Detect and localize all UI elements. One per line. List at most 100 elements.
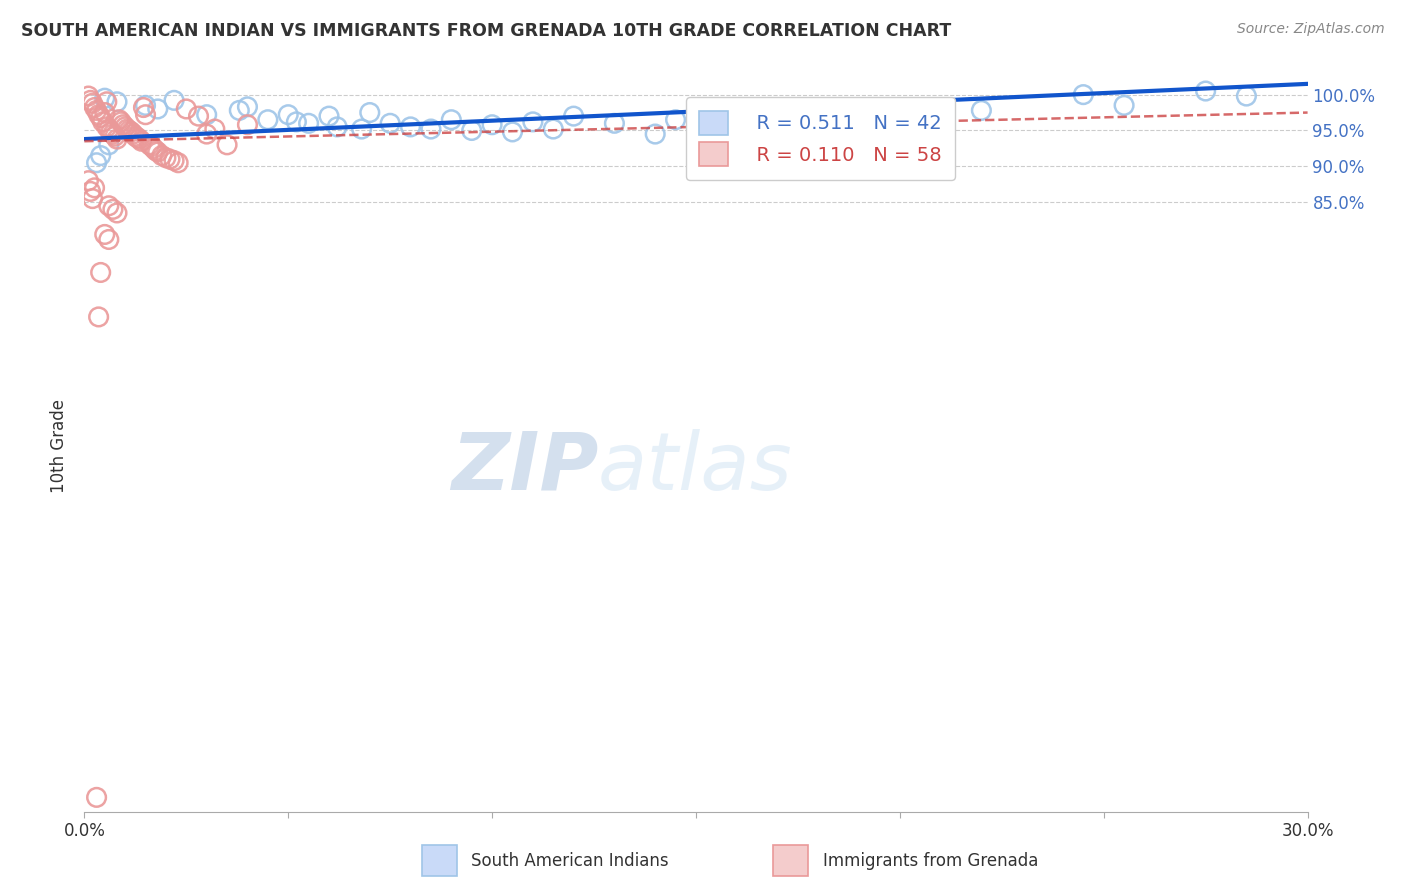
Point bbox=[127, 130, 149, 145]
Legend:   R = 0.511   N = 42,   R = 0.110   N = 58: R = 0.511 N = 42, R = 0.110 N = 58 bbox=[686, 97, 955, 180]
Point bbox=[603, 116, 626, 130]
Text: atlas: atlas bbox=[598, 429, 793, 507]
Point bbox=[105, 132, 128, 146]
Point bbox=[910, 118, 932, 132]
Y-axis label: 10th Grade: 10th Grade bbox=[51, 399, 69, 493]
Point bbox=[236, 118, 259, 132]
Point bbox=[141, 139, 163, 153]
Point bbox=[77, 89, 100, 103]
Point bbox=[90, 265, 112, 279]
Point bbox=[101, 202, 124, 217]
Point bbox=[228, 103, 250, 118]
Point bbox=[159, 152, 181, 166]
Point bbox=[665, 112, 688, 127]
Point bbox=[87, 108, 110, 122]
Point bbox=[142, 141, 165, 155]
Point bbox=[131, 134, 153, 148]
Point bbox=[82, 96, 104, 111]
Point bbox=[86, 155, 108, 169]
Point bbox=[128, 132, 150, 146]
Point bbox=[77, 174, 100, 188]
FancyBboxPatch shape bbox=[773, 846, 808, 876]
Point bbox=[1114, 98, 1136, 112]
Point bbox=[135, 108, 157, 122]
Point bbox=[1236, 89, 1258, 103]
Point bbox=[97, 232, 120, 246]
Point bbox=[112, 118, 135, 132]
Text: Immigrants from Grenada: Immigrants from Grenada bbox=[823, 852, 1038, 870]
Point bbox=[93, 91, 117, 105]
Point bbox=[420, 122, 443, 136]
Point bbox=[93, 227, 117, 242]
Point bbox=[150, 148, 173, 162]
Point bbox=[124, 129, 146, 144]
Point bbox=[706, 120, 728, 134]
Point bbox=[163, 153, 186, 168]
Point bbox=[86, 790, 108, 805]
Point bbox=[122, 127, 145, 141]
Point bbox=[318, 109, 340, 123]
Point bbox=[167, 155, 190, 169]
Point bbox=[90, 111, 112, 125]
Point bbox=[97, 199, 120, 213]
Point bbox=[543, 122, 565, 136]
Point bbox=[145, 144, 167, 158]
Point bbox=[204, 122, 226, 136]
Point bbox=[562, 109, 585, 123]
Point bbox=[146, 102, 169, 116]
Point bbox=[644, 127, 666, 141]
Text: Source: ZipAtlas.com: Source: ZipAtlas.com bbox=[1237, 22, 1385, 37]
Point bbox=[399, 120, 422, 134]
Point bbox=[105, 206, 128, 220]
Point bbox=[257, 112, 280, 127]
Point bbox=[87, 310, 110, 324]
Point bbox=[96, 95, 118, 109]
Point bbox=[502, 125, 524, 139]
Text: SOUTH AMERICAN INDIAN VS IMMIGRANTS FROM GRENADA 10TH GRADE CORRELATION CHART: SOUTH AMERICAN INDIAN VS IMMIGRANTS FROM… bbox=[21, 22, 952, 40]
Point bbox=[766, 112, 789, 127]
Point bbox=[118, 123, 141, 137]
Point bbox=[135, 98, 157, 112]
Point bbox=[91, 115, 114, 129]
Point bbox=[97, 122, 120, 136]
Point bbox=[114, 120, 136, 134]
Point bbox=[79, 94, 101, 108]
Point bbox=[350, 122, 373, 136]
Point bbox=[86, 103, 108, 118]
Point bbox=[174, 102, 197, 116]
Point bbox=[104, 129, 127, 144]
Point bbox=[380, 116, 402, 130]
Point bbox=[285, 115, 308, 129]
Point bbox=[115, 122, 138, 136]
Point bbox=[79, 185, 101, 199]
Point bbox=[217, 137, 239, 152]
Point bbox=[828, 108, 851, 122]
Point bbox=[108, 112, 131, 127]
Point bbox=[93, 105, 117, 120]
Point bbox=[970, 103, 993, 118]
Point bbox=[522, 115, 544, 129]
Point bbox=[90, 148, 112, 162]
FancyBboxPatch shape bbox=[422, 846, 457, 876]
Point bbox=[101, 127, 124, 141]
Text: ZIP: ZIP bbox=[451, 429, 598, 507]
Point bbox=[195, 127, 218, 141]
Point bbox=[461, 123, 484, 137]
Point bbox=[110, 115, 132, 129]
Point bbox=[195, 108, 218, 122]
Point bbox=[163, 94, 186, 108]
Point bbox=[298, 116, 321, 130]
Point bbox=[96, 120, 118, 134]
Point bbox=[187, 109, 209, 123]
Point bbox=[277, 108, 299, 122]
Point bbox=[1195, 84, 1218, 98]
Point bbox=[138, 137, 160, 152]
Point bbox=[132, 101, 155, 115]
Point bbox=[236, 100, 259, 114]
Point bbox=[83, 181, 105, 195]
Point bbox=[326, 120, 349, 134]
Point bbox=[97, 137, 120, 152]
Point bbox=[359, 105, 381, 120]
Point bbox=[1073, 87, 1095, 102]
Point bbox=[155, 151, 177, 165]
